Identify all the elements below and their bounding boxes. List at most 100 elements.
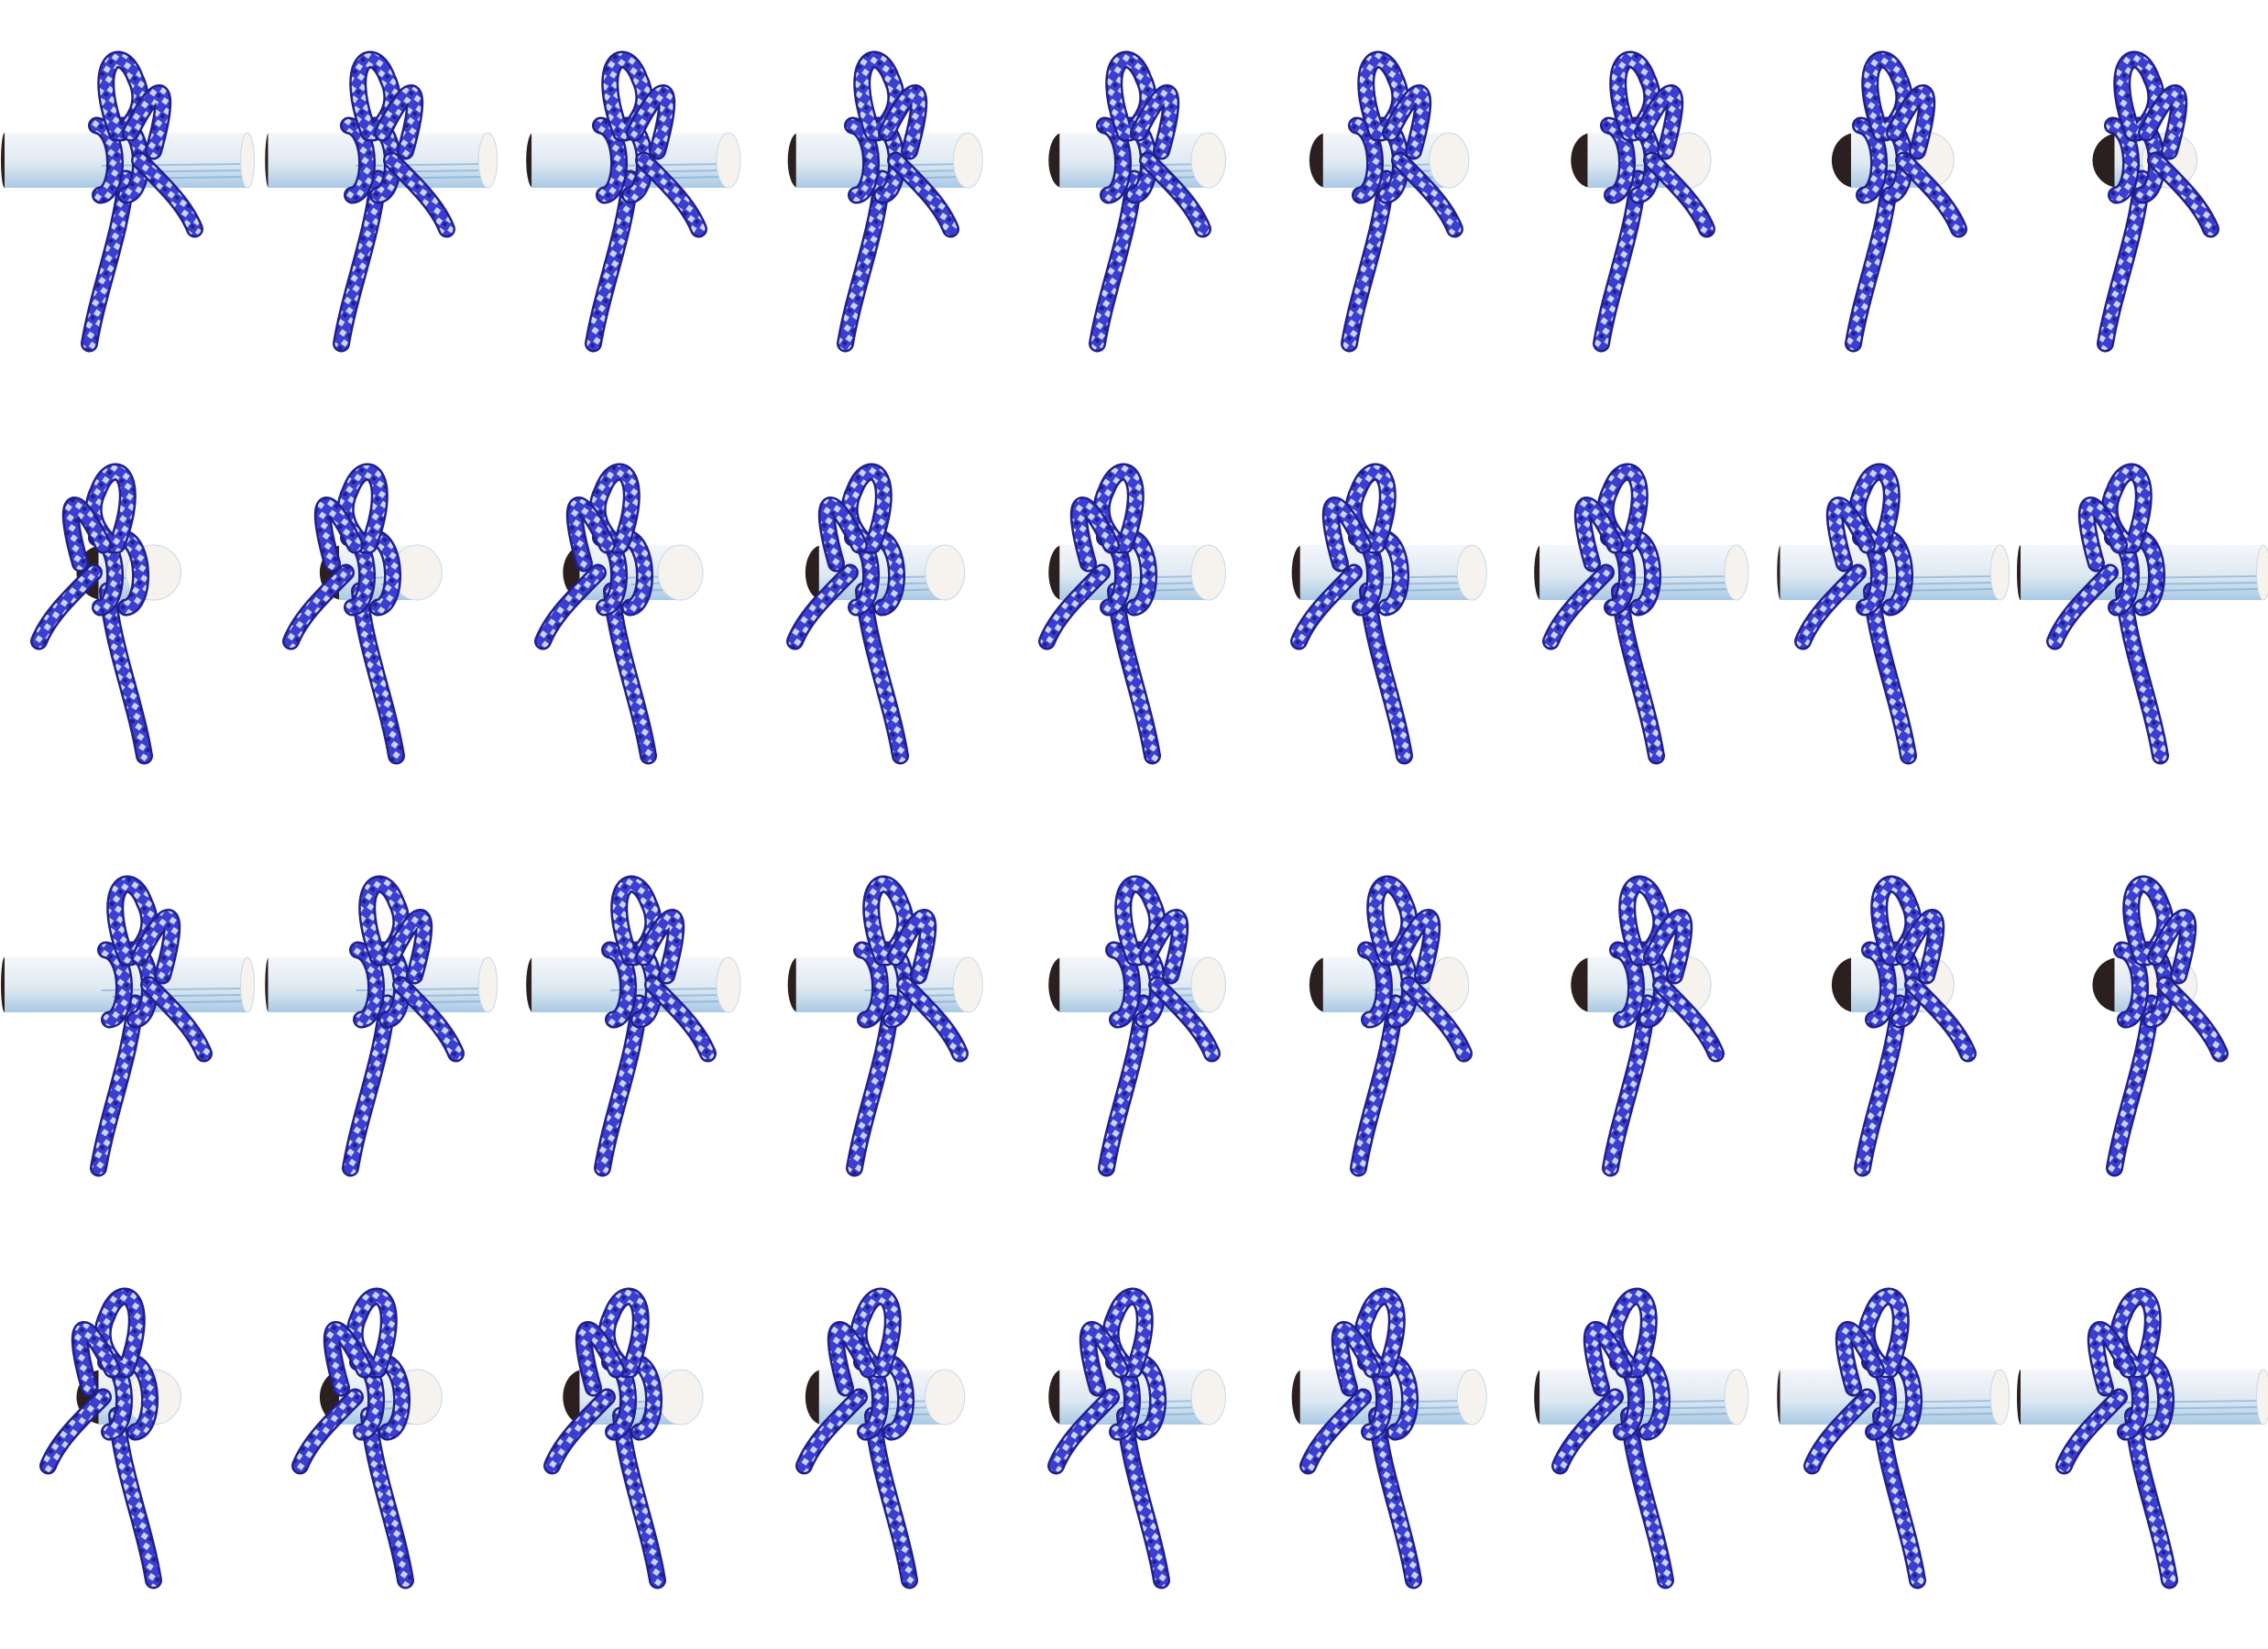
knot-frame-r2c5 <box>1038 463 1226 765</box>
pole-streak <box>1628 1406 1731 1410</box>
rope-wrap-2 <box>125 1356 157 1438</box>
rope-wrap-1 <box>351 944 383 1026</box>
rope-working-end <box>788 566 857 648</box>
rope-working-end <box>637 154 706 235</box>
rope-working-end <box>284 566 353 648</box>
pole-body <box>1780 545 2000 600</box>
rope-wrap-1 <box>1863 944 1895 1026</box>
rope-knot <box>2046 463 2169 765</box>
rope-working-end <box>1654 978 1723 1060</box>
rope-working-end <box>797 1391 866 1472</box>
knot-frame-r1c8 <box>1831 50 1967 353</box>
knot-frame-r1c6 <box>1309 50 1470 353</box>
rope-working-end <box>1796 566 1865 648</box>
pole-near-end <box>2256 544 2268 601</box>
rope-knot <box>39 1287 162 1589</box>
rope-wrap-2 <box>377 1356 409 1438</box>
rope-wrap-1 <box>846 119 878 202</box>
rope-wrap-2 <box>1123 531 1156 614</box>
rope-bight <box>637 911 683 982</box>
rope-bight <box>385 911 431 982</box>
rope-wrap-1 <box>1602 119 1634 202</box>
rope-knot <box>342 875 465 1177</box>
pole-near-end <box>240 132 255 189</box>
pole-near-end <box>716 956 741 1013</box>
rope-wrap-2 <box>1879 531 1912 614</box>
knot-frame-r1c7 <box>1571 50 1715 353</box>
knot-frame-r3c7 <box>1571 875 1725 1177</box>
knot-frame-r4c4 <box>795 1287 966 1589</box>
knot-frame-r2c8 <box>1777 463 2011 765</box>
rope-knot <box>543 1287 666 1589</box>
knot-frame-r3c1 <box>1 875 255 1177</box>
knot-frame-r4c2 <box>291 1287 443 1589</box>
rope-bight <box>2080 498 2126 570</box>
rope-wrap-2 <box>629 1356 661 1438</box>
rope-bight <box>64 498 110 570</box>
knot-frame-r2c6 <box>1290 463 1487 765</box>
rope-working-end <box>536 566 605 648</box>
rope-bight <box>1081 1323 1127 1394</box>
pole-streak <box>1368 575 1467 579</box>
knot-frame-r3c3 <box>526 875 741 1177</box>
rope-knot <box>585 50 707 353</box>
rope-working-end <box>545 1391 614 1472</box>
rope-wrap-1 <box>1098 119 1130 202</box>
rope-bight <box>1837 1323 1883 1394</box>
knot-frame-r3c4 <box>787 875 983 1177</box>
knot-frame-r2c9 <box>2017 463 2268 765</box>
rope-working-end <box>646 978 715 1060</box>
knot-frame-r2c1 <box>30 463 181 765</box>
rope-wrap-1 <box>2106 119 2138 202</box>
rope-bight <box>1393 911 1439 982</box>
rope-wrap-2 <box>619 531 652 614</box>
rope-knot <box>2106 875 2229 1177</box>
pole-streak <box>1879 1406 1995 1410</box>
pole-near-end <box>1724 544 1749 601</box>
rope-knot <box>90 875 213 1177</box>
rope-wrap-1 <box>1350 119 1382 202</box>
rope-working-end <box>133 154 202 235</box>
rope-bight <box>880 86 926 158</box>
pole-streak <box>609 163 723 167</box>
rope-bight <box>124 86 170 158</box>
rope-knot <box>291 1287 414 1589</box>
rope-knot <box>1098 875 1221 1177</box>
knot-frame-r1c5 <box>1048 50 1226 353</box>
rope-knot <box>837 50 959 353</box>
rope-wrap-2 <box>2131 531 2164 614</box>
rope-wrap-2 <box>871 531 904 614</box>
rope-wrap-2 <box>1889 1356 1921 1438</box>
rope-bight <box>1333 1323 1379 1394</box>
rope-knot <box>1089 50 1211 353</box>
rope-knot <box>2097 50 2219 353</box>
rope-knot <box>2055 1287 2178 1589</box>
pole-near-end <box>1190 1369 1226 1425</box>
rope-bight <box>1072 498 1118 570</box>
rope-bight <box>1576 498 1622 570</box>
rope-working-end <box>1553 1391 1622 1472</box>
rope-bight <box>628 86 674 158</box>
rope-working-end <box>898 978 967 1060</box>
pole-streak <box>1617 575 1731 579</box>
rope-wrap-1 <box>1107 944 1139 1026</box>
rope-knot <box>1350 875 1473 1177</box>
rope-working-end <box>2149 154 2218 235</box>
rope-bight <box>889 911 935 982</box>
knot-frame-r4c9 <box>2017 1287 2268 1589</box>
rope-bight <box>133 911 179 982</box>
rope-knot <box>1845 50 1967 353</box>
pole-near-end <box>952 132 983 189</box>
rope-working-end <box>293 1391 362 1472</box>
pole-near-end <box>2256 1369 2268 1425</box>
rope-working-end <box>1049 1391 1118 1472</box>
pole-near-end <box>657 544 704 601</box>
rope-bight <box>568 498 614 570</box>
rope-working-end <box>1393 154 1462 235</box>
rope-bight <box>2089 1323 2135 1394</box>
rope-working-end <box>1645 154 1714 235</box>
knot-frame-r2c7 <box>1534 463 1749 765</box>
rope-knot <box>1551 1287 1674 1589</box>
rope-knot <box>30 463 153 765</box>
